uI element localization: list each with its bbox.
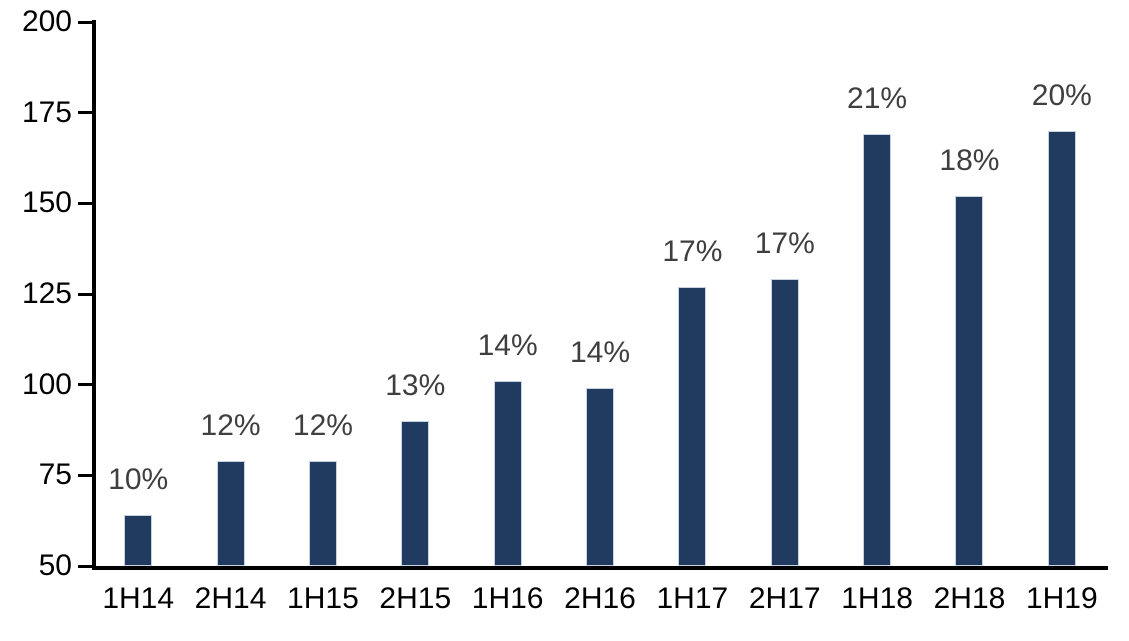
y-tick-mark <box>78 564 92 568</box>
bar <box>401 420 430 566</box>
x-axis-line <box>92 566 1108 570</box>
bar-value-label: 14% <box>477 329 538 363</box>
bar <box>863 134 892 566</box>
bar <box>678 286 707 566</box>
bar-value-label: 21% <box>847 82 908 116</box>
y-tick-label: 175 <box>21 95 72 129</box>
bar-value-label: 12% <box>200 408 261 442</box>
y-axis-line <box>92 20 96 570</box>
bar <box>124 515 153 566</box>
x-tick-label: 2H15 <box>379 582 452 615</box>
y-tick-mark <box>78 292 92 296</box>
x-tick-label: 1H17 <box>656 582 729 615</box>
bar-value-label: 13% <box>385 368 446 402</box>
x-tick-label: 1H16 <box>471 582 544 615</box>
bar <box>955 196 984 566</box>
y-tick-label: 100 <box>21 367 72 401</box>
x-tick-label: 1H15 <box>287 582 359 615</box>
y-tick-label: 50 <box>38 549 72 582</box>
y-tick-mark <box>78 111 92 115</box>
bar-value-label: 20% <box>1031 78 1092 112</box>
x-tick-label: 1H14 <box>102 582 175 615</box>
x-tick-label: 1H18 <box>841 582 913 615</box>
x-tick-label: 2H17 <box>748 582 821 615</box>
y-tick-label: 75 <box>38 458 72 492</box>
y-tick-mark <box>78 383 92 387</box>
x-tick-label: 1H19 <box>1025 582 1098 615</box>
y-tick-label: 200 <box>21 5 72 38</box>
bar-value-label: 17% <box>754 227 815 261</box>
bar-value-label: 12% <box>292 408 353 442</box>
y-tick-mark <box>78 201 92 205</box>
bar-value-label: 10% <box>108 463 169 497</box>
bar-value-label: 14% <box>569 336 631 370</box>
x-tick-label: 2H16 <box>564 582 636 615</box>
bar-value-label: 17% <box>662 234 723 268</box>
bar <box>493 381 522 566</box>
bar <box>586 388 614 566</box>
bar <box>770 279 799 566</box>
y-tick-label: 150 <box>21 186 72 220</box>
x-tick-label: 2H14 <box>194 582 267 615</box>
bar <box>1047 130 1076 566</box>
y-tick-mark <box>78 20 92 24</box>
y-tick-label: 125 <box>21 277 72 310</box>
bar-value-label: 18% <box>939 144 1000 178</box>
y-tick-mark <box>78 473 92 477</box>
bar <box>308 460 337 566</box>
x-tick-label: 2H18 <box>933 582 1006 615</box>
bar <box>216 460 245 566</box>
